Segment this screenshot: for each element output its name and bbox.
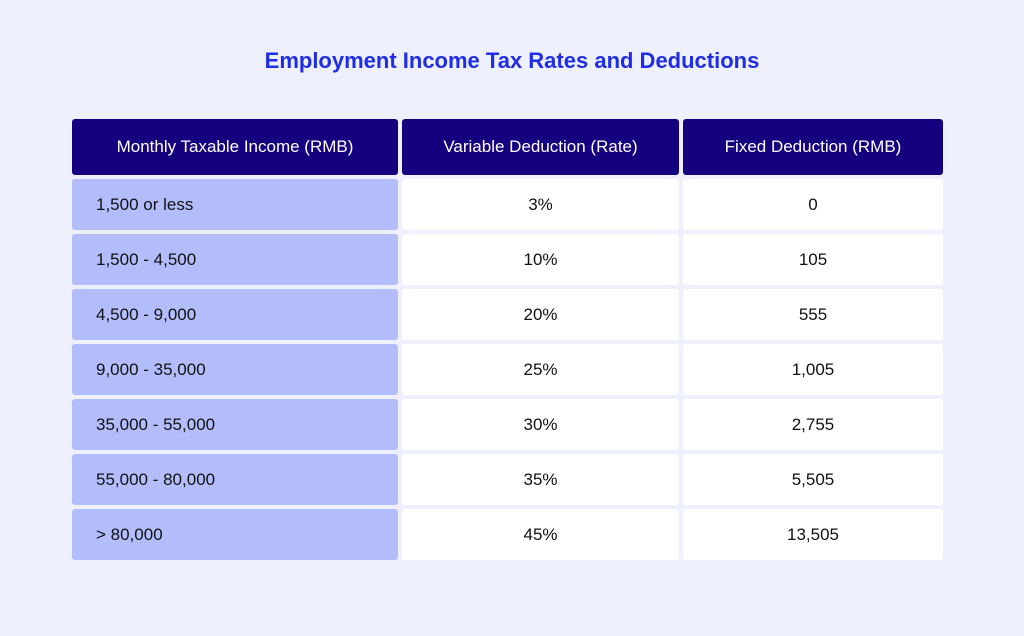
income-cell: > 80,000	[72, 509, 398, 560]
rate-cell: 10%	[402, 234, 679, 285]
income-cell: 4,500 - 9,000	[72, 289, 398, 340]
header-fixed-deduction: Fixed Deduction (RMB)	[683, 119, 943, 175]
fixed-deduction-cell: 555	[683, 289, 943, 340]
fixed-deduction-cell: 0	[683, 179, 943, 230]
income-cell: 1,500 or less	[72, 179, 398, 230]
income-cell: 1,500 - 4,500	[72, 234, 398, 285]
rate-cell: 3%	[402, 179, 679, 230]
income-cell: 55,000 - 80,000	[72, 454, 398, 505]
fixed-deduction-cell: 1,005	[683, 344, 943, 395]
page-title: Employment Income Tax Rates and Deductio…	[264, 48, 760, 73]
tax-table: Monthly Taxable Income (RMB) Variable De…	[72, 119, 943, 560]
rate-cell: 20%	[402, 289, 679, 340]
fixed-deduction-cell: 105	[683, 234, 943, 285]
income-cell: 9,000 - 35,000	[72, 344, 398, 395]
rate-cell: 30%	[402, 399, 679, 450]
rate-cell: 25%	[402, 344, 679, 395]
rate-cell: 45%	[402, 509, 679, 560]
income-cell: 35,000 - 55,000	[72, 399, 398, 450]
header-variable-deduction: Variable Deduction (Rate)	[402, 119, 679, 175]
fixed-deduction-cell: 5,505	[683, 454, 943, 505]
fixed-deduction-cell: 2,755	[683, 399, 943, 450]
header-income: Monthly Taxable Income (RMB)	[72, 119, 398, 175]
fixed-deduction-cell: 13,505	[683, 509, 943, 560]
rate-cell: 35%	[402, 454, 679, 505]
